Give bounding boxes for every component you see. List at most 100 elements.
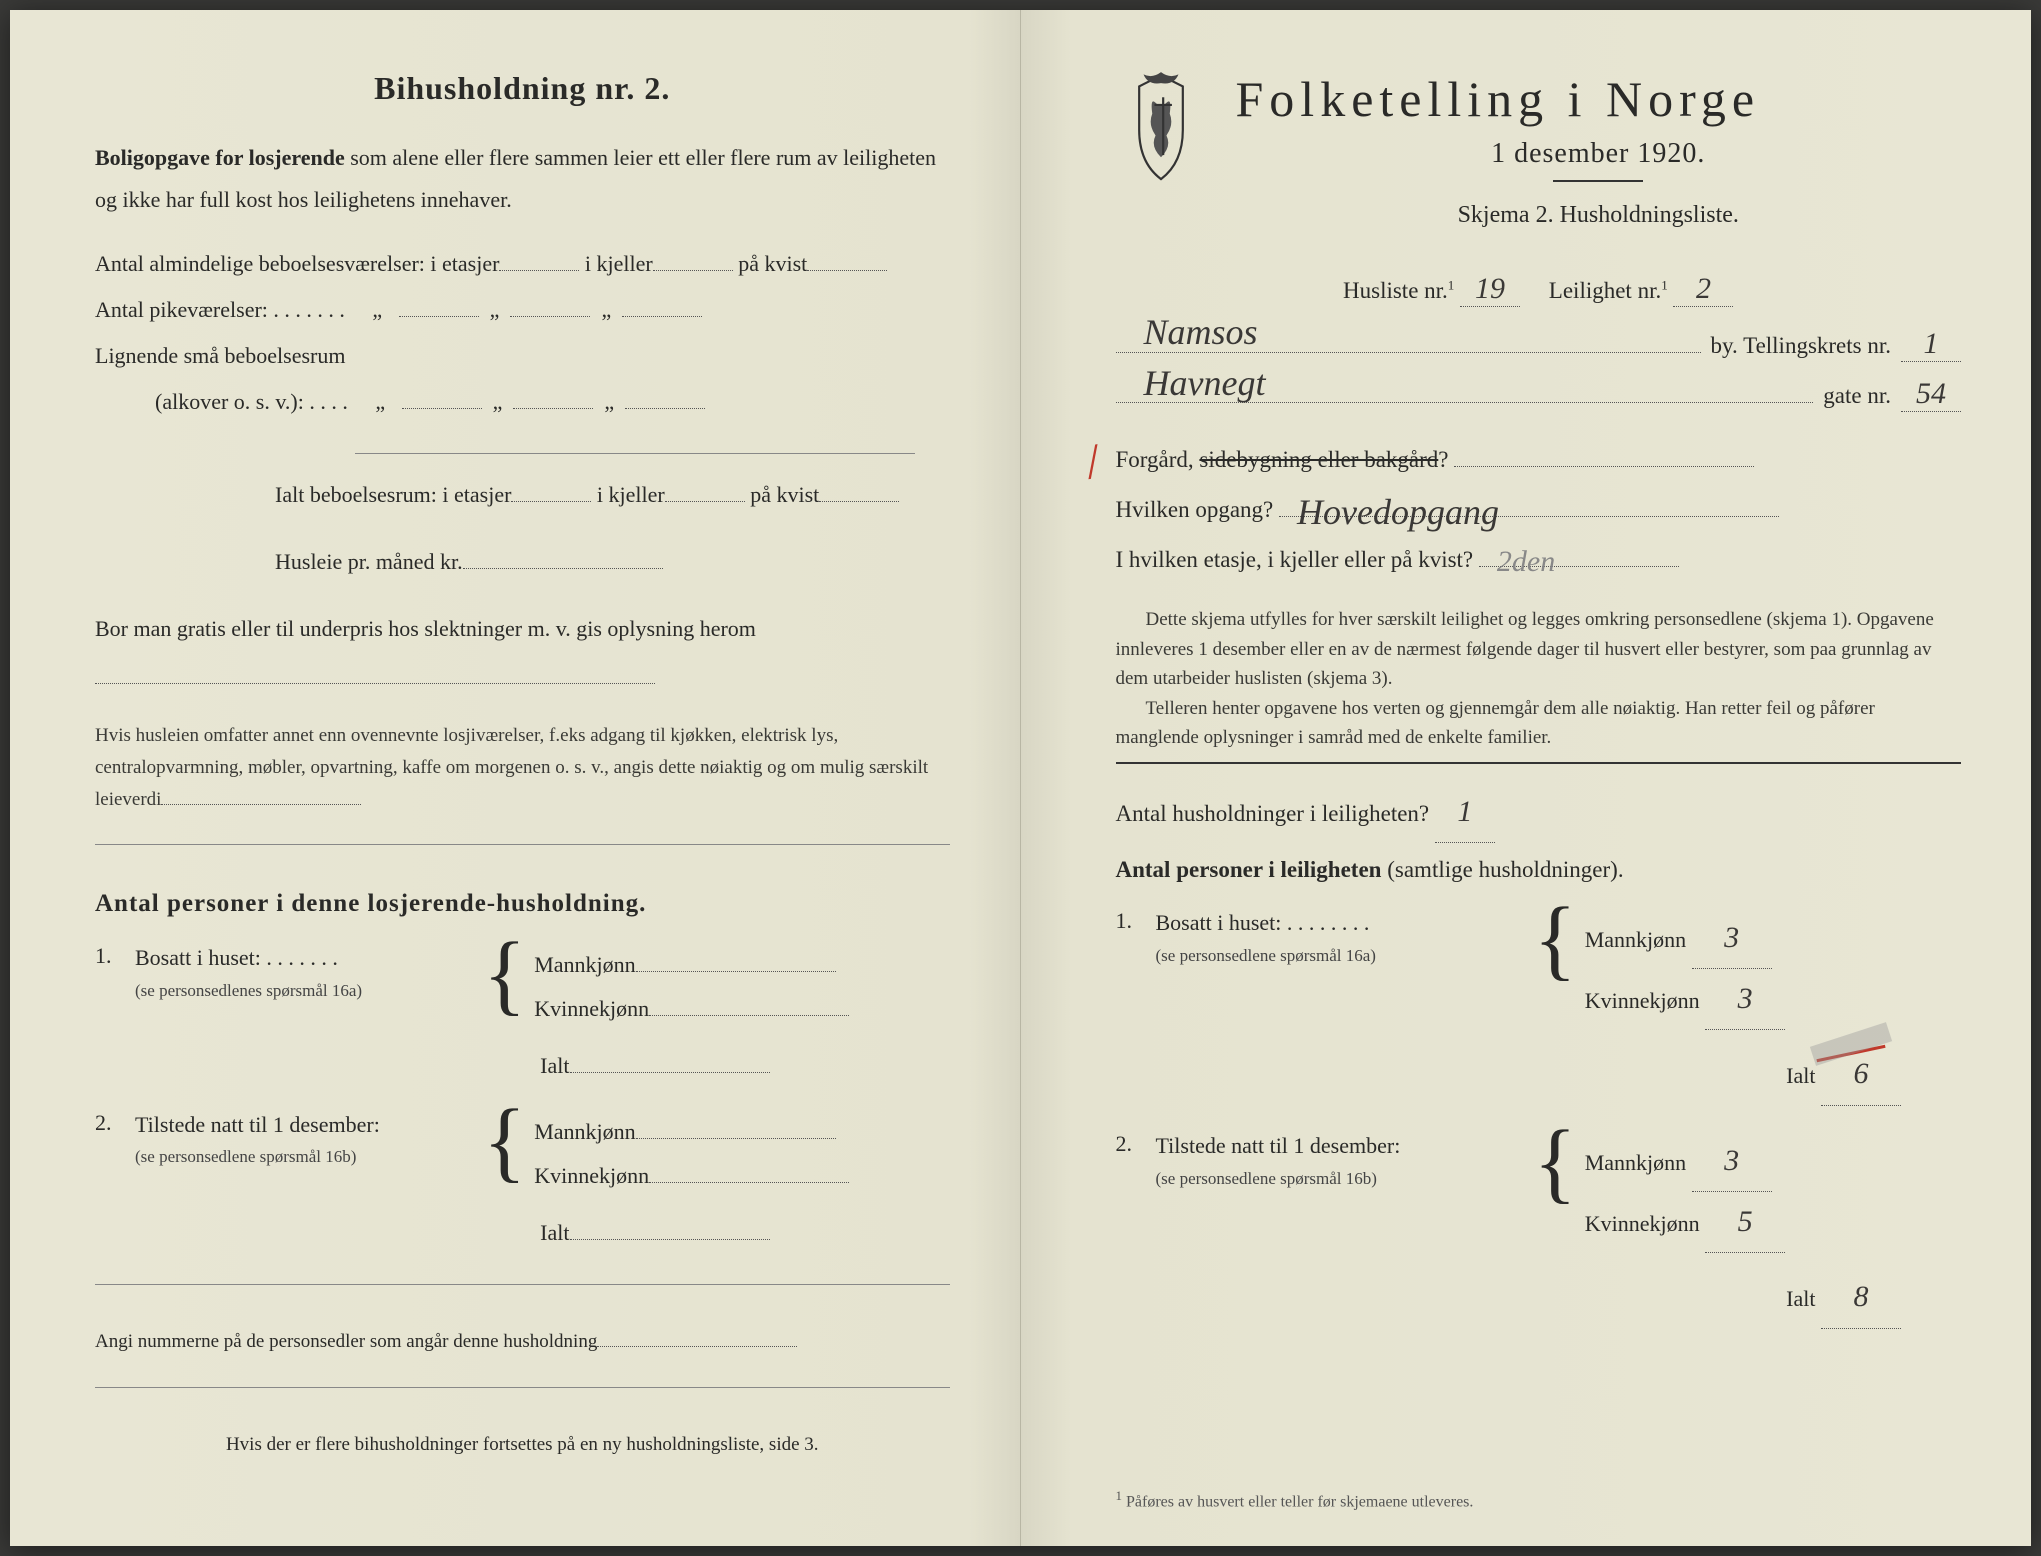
rp1-sub: (se personsedlene spørsmål 16a) xyxy=(1156,946,1376,965)
husliste-val: 19 xyxy=(1460,272,1520,307)
bolig-intro-bold: Boligopgave for losjerende xyxy=(95,145,345,170)
rp2-kvinne-val: 5 xyxy=(1705,1192,1785,1253)
q2: Hvilken opgang? Hovedopgang xyxy=(1116,487,1962,533)
census-form-spread: Bihusholdning nr. 2. Boligopgave for los… xyxy=(10,10,2031,1546)
ialt-lbl-1: Ialt xyxy=(540,1053,569,1078)
antal-pers-label: Antal personer i leiligheten xyxy=(1116,857,1382,882)
gratis-label: Bor man gratis eller til underpris hos s… xyxy=(95,616,756,641)
angi-line: Angi nummerne på de personsedler som ang… xyxy=(95,1325,950,1359)
fn-sup: 1 xyxy=(1116,1488,1123,1503)
right-person-row-2: 2. Tilstede natt til 1 desember: (se per… xyxy=(1116,1131,1962,1253)
footnote-right: 1 Påføres av husvert eller teller før sk… xyxy=(1116,1488,1474,1511)
sub-title: 1 desember 1920. xyxy=(1236,138,1962,170)
rkvinne-2: Kvinnekjønn xyxy=(1585,1211,1700,1236)
instructions: Dette skjema utfylles for hver særskilt … xyxy=(1116,605,1962,752)
rp2-sub: (se personsedlene spørsmål 16b) xyxy=(1156,1169,1377,1188)
street-val: Havnegt xyxy=(1136,362,1274,404)
ialt-line: Ialt beboelsesrum: i etasjer i kjeller p… xyxy=(95,472,950,518)
antal-pers: Antal personer i leiligheten (samtlige h… xyxy=(1116,847,1962,893)
rkvinne-1: Kvinnekjønn xyxy=(1585,988,1700,1013)
rooms1-c: på kvist xyxy=(738,251,807,276)
sup-1: 1 xyxy=(1448,277,1455,292)
rooms-line-3: Lignende små beboelsesrum xyxy=(95,333,950,379)
questions-block: / Forgård, sidebygning eller bakgård? Hv… xyxy=(1116,437,1962,583)
gender-block-2: Mannkjønn Kvinnekjønn xyxy=(534,1110,849,1198)
sup-2: 1 xyxy=(1661,277,1668,292)
rp1-ialt-wrap: 6 xyxy=(1821,1042,1901,1106)
left-title: Bihusholdning nr. 2. xyxy=(95,70,950,107)
street-line: Havnegt gate nr. 54 xyxy=(1116,376,1962,413)
q1-a: Forgård, xyxy=(1116,447,1200,472)
p2-sub: (se personsedlene spørsmål 16b) xyxy=(135,1147,356,1166)
rp1-mann-val: 3 xyxy=(1692,908,1772,969)
rooms1-label: Antal almindelige beboelsesværelser: i e… xyxy=(95,251,499,276)
ialt-c: på kvist xyxy=(750,482,819,507)
kvinne-1: Kvinnekjønn xyxy=(534,996,649,1021)
q1-strike: sidebygning eller bakgård xyxy=(1199,447,1438,472)
city-line: Namsos by. Tellingskrets nr. 1 xyxy=(1116,325,1962,362)
title-block: Folketelling i Norge 1 desember 1920. Sk… xyxy=(1236,70,1962,247)
leilighet-val: 2 xyxy=(1673,272,1733,307)
brace-icon: { xyxy=(483,943,526,1006)
ialt-label: Ialt beboelsesrum: i etasjer xyxy=(275,482,511,507)
rooms2-label: Antal pikeværelser: . . . . . . . xyxy=(95,297,345,322)
antal-hush: Antal husholdninger i leiligheten? 1 xyxy=(1116,782,1962,843)
rooms-line-2: Antal pikeværelser: . . . . . . . „ „ „ xyxy=(95,287,950,333)
left-footer: Hvis der er flere bihusholdninger fortse… xyxy=(95,1428,950,1462)
gender-block-1: Mannkjønn Kvinnekjønn xyxy=(534,943,849,1031)
husliste-label: Husliste nr. xyxy=(1343,278,1448,303)
rent-line: Husleie pr. måned kr. xyxy=(95,539,950,585)
ialt-2: Ialt xyxy=(95,1210,950,1256)
p1-label: Bosatt i huset: . . . . . . . xyxy=(135,945,338,970)
ialt-b: i kjeller xyxy=(597,482,665,507)
p1-label-block: Bosatt i huset: . . . . . . . (se person… xyxy=(135,943,475,1005)
antal-hush-label: Antal husholdninger i leiligheten? xyxy=(1116,801,1430,826)
brace-icon: { xyxy=(483,1110,526,1173)
rp2-num: 2. xyxy=(1116,1131,1156,1157)
rialt-lbl-2: Ialt xyxy=(1786,1286,1815,1311)
ialt-1: Ialt xyxy=(95,1043,950,1089)
q2-val: Hovedopgang xyxy=(1289,476,1507,548)
rgender-block-1: Mannkjønn 3 Kvinnekjønn 3 xyxy=(1585,908,1785,1030)
p1-num: 1. xyxy=(95,943,135,969)
rp2-label-block: Tilstede natt til 1 desember: (se person… xyxy=(1156,1131,1526,1193)
fn-text: Påføres av husvert eller teller før skje… xyxy=(1126,1493,1473,1510)
street-suffix: gate nr. xyxy=(1813,383,1901,409)
mann-1: Mannkjønn xyxy=(534,952,635,977)
q1-end: ? xyxy=(1438,447,1448,472)
q3-label: I hvilken etasje, i kjeller eller på kvi… xyxy=(1116,547,1474,572)
p2-label: Tilstede natt til 1 desember: xyxy=(135,1112,380,1137)
right-persons: Antal husholdninger i leiligheten? 1 Ant… xyxy=(1116,782,1962,1329)
angi-label: Angi nummerne på de personsedler som ang… xyxy=(95,1331,597,1352)
p2-num: 2. xyxy=(95,1110,135,1136)
krets-val: 1 xyxy=(1901,327,1961,362)
kvinne-2: Kvinnekjønn xyxy=(534,1163,649,1188)
rmann-1: Mannkjønn xyxy=(1585,927,1686,952)
rp2-label: Tilstede natt til 1 desember: xyxy=(1156,1133,1401,1158)
rooms1-b: i kjeller xyxy=(585,251,653,276)
ialt-lbl-2: Ialt xyxy=(540,1220,569,1245)
rp1-kvinne-val: 3 xyxy=(1705,969,1785,1030)
mann-2: Mannkjønn xyxy=(534,1119,635,1144)
rp1-num: 1. xyxy=(1116,908,1156,934)
rooms3-sub: (alkover o. s. v.): . . . . xyxy=(155,389,348,414)
coat-of-arms-icon xyxy=(1116,70,1206,190)
title-rule xyxy=(1553,180,1643,182)
main-title: Folketelling i Norge xyxy=(1236,70,1962,128)
rp1-label: Bosatt i huset: . . . . . . . . xyxy=(1156,910,1370,935)
left-person-row-1: 1. Bosatt i huset: . . . . . . . (se per… xyxy=(95,943,950,1031)
rooms-line-3b: (alkover o. s. v.): . . . . „ „ „ xyxy=(95,379,950,425)
right-person-row-1: 1. Bosatt i huset: . . . . . . . . (se p… xyxy=(1116,908,1962,1030)
left-page: Bihusholdning nr. 2. Boligopgave for los… xyxy=(10,10,1021,1546)
city-val: Namsos xyxy=(1136,311,1266,353)
bolig-intro: Boligopgave for losjerende som alene ell… xyxy=(95,137,950,221)
rgender-block-2: Mannkjønn 3 Kvinnekjønn 5 xyxy=(1585,1131,1785,1253)
p2-label-block: Tilstede natt til 1 desember: (se person… xyxy=(135,1110,475,1172)
header-block: Folketelling i Norge 1 desember 1920. Sk… xyxy=(1116,70,1962,247)
skjema-line: Skjema 2. Husholdningsliste. xyxy=(1236,202,1962,229)
rp2-ialt-val: 8 xyxy=(1821,1265,1901,1329)
p1-sub: (se personsedlenes spørsmål 16a) xyxy=(135,981,362,1000)
q1: Forgård, sidebygning eller bakgård? xyxy=(1116,437,1962,483)
right-page: Folketelling i Norge 1 desember 1920. Sk… xyxy=(1021,10,2032,1546)
q3-val: 2den xyxy=(1489,532,1563,592)
